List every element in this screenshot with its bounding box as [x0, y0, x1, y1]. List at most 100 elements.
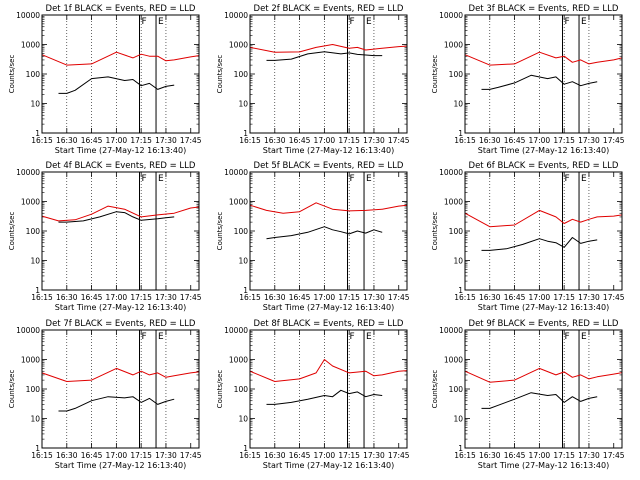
chart-3-plot-frame: [464, 14, 623, 134]
chart-4-series-events: [58, 211, 175, 223]
chart-9-x-tick-label: 17:30: [578, 451, 600, 460]
chart-7-y-axis-label: Counts/sec: [8, 370, 16, 409]
chart-4-marker-label: E: [158, 174, 164, 184]
chart-8-plot-frame: [249, 329, 408, 449]
chart-2-marker-label: F: [350, 17, 355, 27]
chart-7-title: Det 7f BLACK = Events, RED = LLD: [46, 319, 196, 329]
chart-1-x-tick-label: 17:15: [130, 136, 152, 145]
chart-6-y-tick-label: 1000: [444, 198, 463, 207]
chart-9-series-events: [481, 392, 598, 409]
chart-1-x-tick-label: 16:30: [56, 136, 78, 145]
chart-8-y-tick-label: 1: [243, 444, 248, 453]
chart-3-y-tick-label: 1: [458, 129, 463, 138]
chart-6-y-tick-label: 1: [458, 286, 463, 295]
chart-2-y-axis-label: Counts/sec: [216, 55, 224, 94]
chart-1-x-tick-label: 16:15: [31, 136, 53, 145]
chart-9-marker-label: E: [581, 332, 587, 342]
chart-4-plot-frame: [41, 171, 200, 291]
chart-7-marker-label: E: [158, 332, 164, 342]
chart-3-x-axis-label: Start Time (27-May-12 16:13:40): [478, 146, 609, 155]
chart-8-x-tick-label: 17:45: [388, 451, 410, 460]
chart-1-y-tick-label: 100: [26, 70, 41, 79]
chart-6-x-tick-label: 17:45: [603, 293, 625, 302]
chart-9-x-axis-label: Start Time (27-May-12 16:13:40): [478, 461, 609, 470]
chart-1-y-tick-label: 10000: [16, 11, 40, 20]
chart-3-title: Det 3f BLACK = Events, RED = LLD: [469, 4, 619, 14]
chart-8-y-tick-label: 100: [234, 385, 249, 394]
chart-2-x-tick-label: 17:15: [338, 136, 360, 145]
chart-5-x-tick-label: 16:30: [264, 293, 286, 302]
detector-plot-7: Det 7f BLACK = Events, RED = LLD 16:15 16:…: [8, 319, 202, 470]
chart-4-y-tick-label: 10: [30, 257, 40, 266]
chart-2-y-tick-label: 1: [243, 129, 248, 138]
chart-9-y-tick-label: 1000: [444, 356, 463, 365]
chart-1-x-axis-label: Start Time (27-May-12 16:13:40): [55, 146, 186, 155]
chart-1-title: Det 1f BLACK = Events, RED = LLD: [46, 4, 196, 14]
chart-3-marker-label: F: [565, 17, 570, 27]
chart-1-y-tick-label: 10: [30, 100, 40, 109]
chart-9-y-tick-label: 100: [449, 385, 464, 394]
chart-1-marker-label: F: [142, 17, 147, 27]
chart-5-y-tick-label: 10000: [224, 168, 248, 177]
chart-8-x-tick-label: 16:30: [264, 451, 286, 460]
chart-2-series-events: [266, 51, 383, 61]
chart-1-marker-label: E: [158, 17, 164, 27]
chart-9-y-tick-label: 10000: [439, 326, 463, 335]
chart-6-y-tick-label: 10000: [439, 168, 463, 177]
chart-7-marker-label: F: [142, 332, 147, 342]
chart-2-y-tick-label: 1000: [229, 41, 248, 50]
chart-2-x-axis-label: Start Time (27-May-12 16:13:40): [263, 146, 394, 155]
chart-7-x-tick-label: 17:45: [180, 451, 202, 460]
chart-3-x-tick-label: 17:30: [578, 136, 600, 145]
chart-7-x-tick-label: 16:15: [31, 451, 53, 460]
chart-7-y-tick-label: 1: [35, 444, 40, 453]
chart-6-plot-frame: [464, 171, 623, 291]
chart-6-x-axis-label: Start Time (27-May-12 16:13:40): [478, 303, 609, 312]
chart-5-plot-frame: [249, 171, 408, 291]
chart-8-x-tick-label: 17:00: [314, 451, 336, 460]
chart-5-marker-label: F: [350, 174, 355, 184]
chart-5-x-tick-label: 17:15: [338, 293, 360, 302]
chart-2-title: Det 2f BLACK = Events, RED = LLD: [254, 4, 404, 14]
chart-5-x-axis-label: Start Time (27-May-12 16:13:40): [263, 303, 394, 312]
chart-4-y-tick-label: 1: [35, 286, 40, 295]
chart-4-x-tick-label: 17:30: [155, 293, 177, 302]
chart-7-y-tick-label: 10: [30, 415, 40, 424]
chart-8-y-tick-label: 10: [238, 415, 248, 424]
chart-2-x-tick-label: 16:15: [239, 136, 261, 145]
chart-4-x-tick-label: 16:15: [31, 293, 53, 302]
chart-7-series-lld: [41, 367, 200, 382]
chart-2-y-tick-label: 10: [238, 100, 248, 109]
chart-5-series-lld: [249, 202, 408, 214]
chart-8-marker-label: E: [366, 332, 372, 342]
chart-5-marker-label: E: [366, 174, 372, 184]
chart-5-x-tick-label: 17:30: [363, 293, 385, 302]
chart-5-x-tick-label: 17:45: [388, 293, 410, 302]
chart-4-y-tick-label: 100: [26, 227, 41, 236]
chart-5-x-tick-label: 16:45: [289, 293, 311, 302]
chart-5-y-axis-label: Counts/sec: [216, 212, 224, 251]
chart-6-x-tick-label: 17:30: [578, 293, 600, 302]
chart-2-x-tick-label: 17:30: [363, 136, 385, 145]
chart-8-title: Det 8f BLACK = Events, RED = LLD: [254, 319, 404, 329]
chart-1-y-tick-label: 1000: [21, 41, 40, 50]
chart-4-x-tick-label: 17:00: [106, 293, 128, 302]
chart-3-y-tick-label: 10: [453, 100, 463, 109]
chart-8-series-lld: [249, 359, 408, 382]
chart-8-y-axis-label: Counts/sec: [216, 370, 224, 409]
chart-3-y-tick-label: 100: [449, 70, 464, 79]
chart-9-x-tick-label: 17:45: [603, 451, 625, 460]
chart-7-x-tick-label: 16:30: [56, 451, 78, 460]
chart-3-x-tick-label: 17:15: [553, 136, 575, 145]
chart-1-x-tick-label: 17:45: [180, 136, 202, 145]
chart-7-y-tick-label: 10000: [16, 326, 40, 335]
chart-5-title: Det 5f BLACK = Events, RED = LLD: [254, 161, 404, 171]
chart-6-x-tick-label: 17:00: [529, 293, 551, 302]
chart-3-x-tick-label: 17:00: [529, 136, 551, 145]
chart-7-x-tick-label: 17:00: [106, 451, 128, 460]
